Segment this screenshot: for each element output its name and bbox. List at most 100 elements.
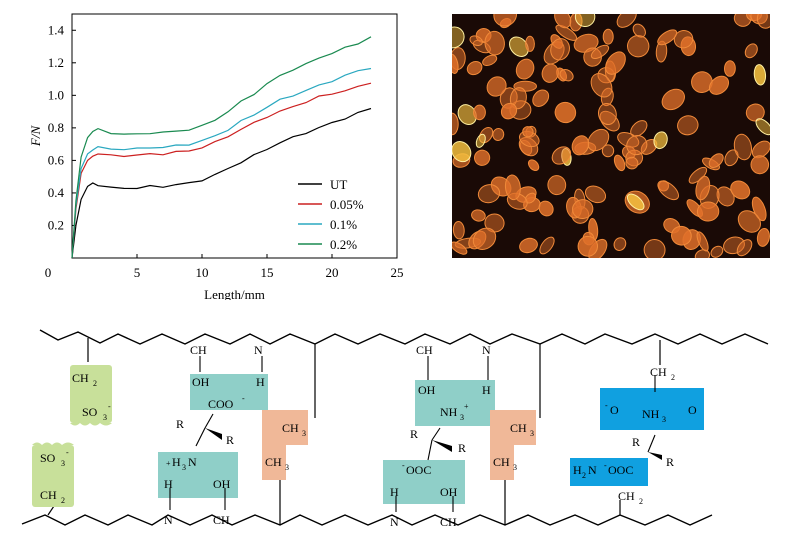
label-nh3-2-charge: + (464, 402, 469, 411)
label-ch3-2a: CH (510, 421, 527, 435)
x-tick-label-4: 20 (326, 265, 339, 280)
cell (452, 141, 472, 163)
y-tick-label-6: 1.4 (48, 22, 65, 37)
methyl-box-1 (262, 410, 308, 480)
cell (696, 231, 709, 252)
cell (626, 193, 645, 211)
y-tick-label-5: 1.2 (48, 55, 64, 70)
label-nh3-3: NH (642, 407, 660, 421)
label-ch-3: CH (213, 513, 230, 527)
cell (452, 241, 468, 255)
label-coo-1-charge: - (242, 394, 245, 403)
cell (751, 140, 770, 159)
label-h3n-1-n: N (188, 455, 197, 469)
chemical-schematic: CH N CH N CH 2 SO 3 - SO 3 - CH 2 OH H C… (21, 329, 769, 529)
series-line-1 (71, 82, 372, 259)
cell (452, 221, 465, 240)
label-h2n-3-sub: 2 (582, 471, 586, 480)
cell (750, 155, 770, 175)
cell (472, 227, 497, 251)
cell (469, 35, 483, 46)
label-ch3-1b-sub: 3 (285, 463, 289, 472)
cell (602, 28, 614, 45)
cell (625, 156, 639, 170)
x-tick-label-2: 10 (196, 265, 209, 280)
series-line-2 (71, 67, 372, 259)
cell (753, 64, 767, 86)
cell (471, 209, 486, 222)
label-n-2: N (482, 343, 491, 357)
label-ch2-3-sub: 2 (671, 373, 675, 382)
label-h-4: H (390, 485, 399, 499)
cell (452, 53, 459, 75)
cell (613, 237, 627, 251)
label-h3n-1-sub: 3 (182, 463, 186, 472)
label-o-3: O (610, 403, 619, 417)
cell (694, 249, 711, 258)
label-ooc-2: OOC (406, 463, 431, 477)
label-n-4: N (390, 515, 399, 529)
cell (466, 61, 483, 76)
label-ch3-2b: CH (493, 455, 510, 469)
cell (616, 14, 637, 28)
fluorescence-micrograph (452, 14, 770, 258)
cell (733, 133, 753, 161)
cell (477, 184, 501, 204)
label-n-1: N (254, 343, 263, 357)
cell (755, 118, 770, 136)
wedge-bond-2 (432, 440, 452, 452)
label-ch-1: CH (190, 343, 207, 357)
cell (482, 54, 498, 67)
label-o-3b: O (688, 403, 697, 417)
label-r-2a: R (410, 427, 418, 441)
legend-label-1: 0.05% (330, 197, 364, 212)
cell (730, 180, 751, 200)
label-r-1a: R (176, 417, 184, 431)
x-tick-label-3: 15 (261, 265, 274, 280)
label-ch3-1b: CH (265, 455, 282, 469)
label-ch3-1a-sub: 3 (302, 429, 306, 438)
label-ch-4: CH (440, 515, 457, 529)
cell (598, 102, 617, 126)
label-oh-3: OH (418, 383, 436, 397)
cell (590, 73, 613, 98)
cell (554, 14, 572, 29)
inner-bonds (169, 356, 656, 512)
cell (509, 36, 529, 57)
label-nh3-3-sub: 3 (662, 415, 666, 424)
cell (751, 196, 767, 222)
cell (677, 115, 699, 136)
label-ch3-2b-sub: 3 (513, 463, 517, 472)
connector-lines (47, 338, 661, 525)
cell (671, 225, 692, 246)
cell (577, 235, 599, 257)
blue-box-top (600, 388, 704, 430)
x-tick-label-0: 0 (45, 265, 52, 280)
label-ch2-top: CH (72, 371, 89, 385)
cell (737, 210, 761, 233)
cell (744, 43, 758, 59)
label-h-1: H (256, 375, 265, 389)
label-ooc-3: OOC (608, 463, 633, 477)
cell (519, 237, 538, 254)
cell (515, 58, 535, 80)
amine-box-1-top (190, 374, 268, 410)
cell (605, 51, 626, 75)
blue-box-bottom (570, 458, 648, 486)
cell (657, 180, 679, 201)
label-h2n-3-n: N (588, 463, 597, 477)
label-so3-top: SO (82, 405, 98, 419)
cell (632, 23, 646, 38)
cell (554, 101, 577, 124)
wedge-bond-3 (648, 452, 662, 460)
y-tick-label-0: 0.2 (48, 217, 64, 232)
cell (452, 112, 459, 136)
legend-label-3: 0.2% (330, 237, 357, 252)
cell (653, 131, 668, 150)
label-r-3b: R (666, 455, 674, 469)
cell (539, 236, 555, 255)
label-coo-1: COO (208, 397, 234, 411)
cell (756, 227, 770, 247)
plot-frame (71, 13, 398, 259)
label-so3-top-charge: - (108, 402, 111, 411)
